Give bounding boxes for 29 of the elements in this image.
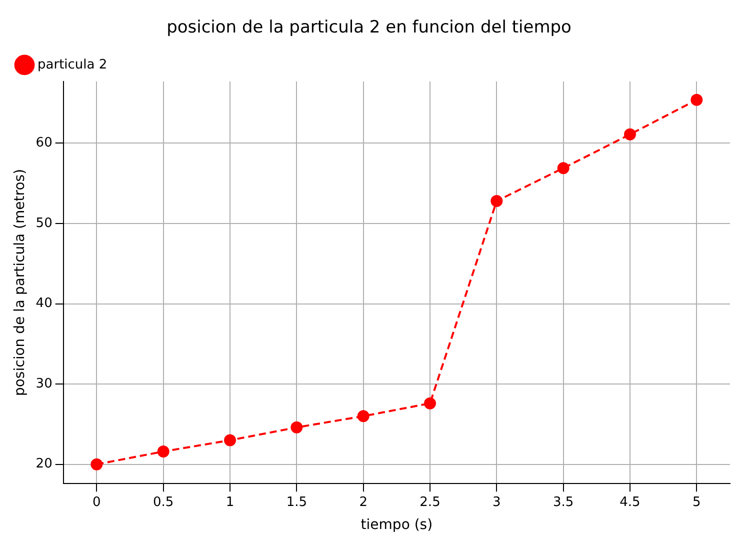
x-tick-label: 3 <box>492 494 501 510</box>
x-tick-label: 2.5 <box>420 494 440 510</box>
x-tick-label: 0 <box>92 494 101 510</box>
x-tick-label: 4.5 <box>620 494 640 510</box>
x-tick-label: 1 <box>226 494 234 510</box>
point <box>90 458 103 470</box>
y-tick-label: 40 <box>36 296 52 312</box>
x-axis-title: tiempo (s) <box>360 517 433 534</box>
y-tick-label: 50 <box>36 216 52 231</box>
y-tick-label: 30 <box>36 376 52 392</box>
legend-label: particula 2 <box>38 57 108 72</box>
chart-title: posicion de la particula 2 en funcion del tiempo <box>166 18 572 38</box>
y-axis-title: posicion de la particula (metros) <box>12 168 28 396</box>
point <box>357 410 370 422</box>
point <box>490 195 503 208</box>
point <box>424 397 436 410</box>
point <box>557 162 570 174</box>
x-tick-label: 3.5 <box>552 494 574 510</box>
point <box>224 434 236 446</box>
point <box>157 445 170 458</box>
point <box>290 421 303 434</box>
point <box>624 128 636 140</box>
y-tick-label: 60 <box>36 136 52 151</box>
x-tick-label: 0.5 <box>152 494 174 510</box>
x-tick-label: 2 <box>359 494 368 510</box>
point <box>690 94 703 106</box>
x-tick-label: 1.5 <box>286 494 308 510</box>
y-tick-label: 20 <box>36 456 52 472</box>
x-tick-label: 5 <box>692 494 701 510</box>
